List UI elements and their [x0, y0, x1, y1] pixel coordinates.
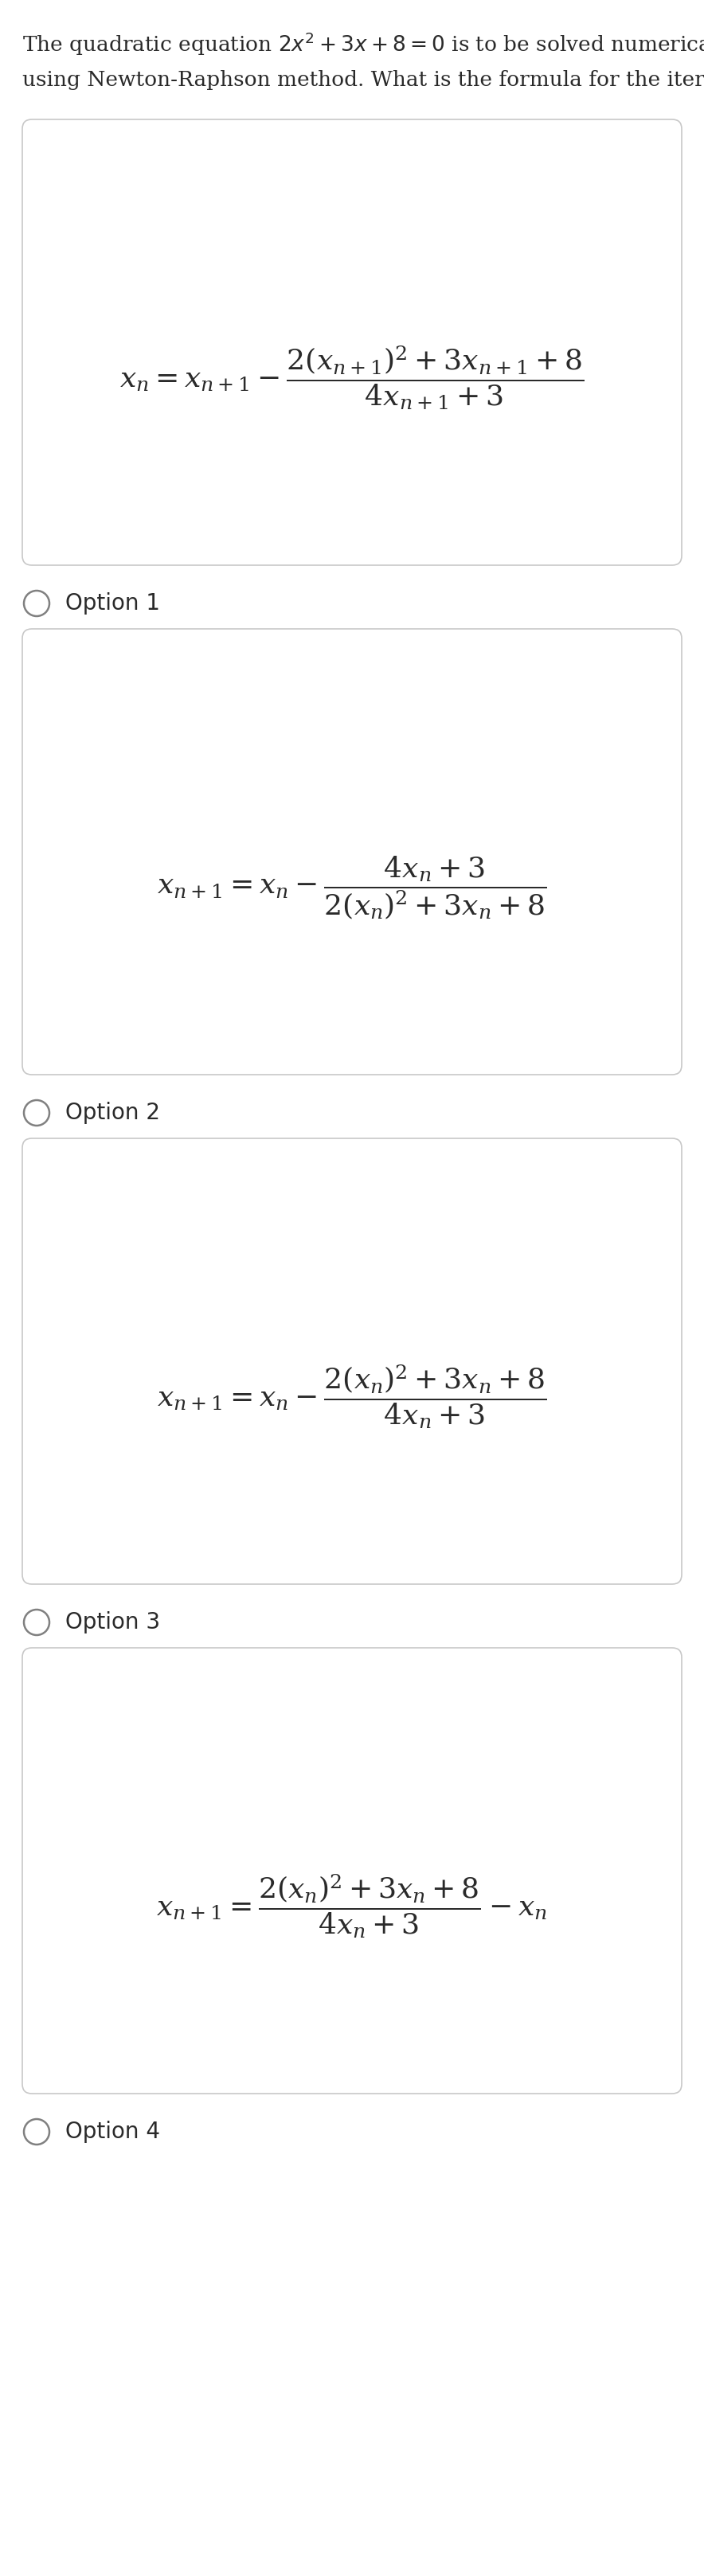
FancyBboxPatch shape — [23, 629, 681, 1074]
Circle shape — [24, 1610, 49, 1636]
Text: Option 2: Option 2 — [65, 1103, 160, 1123]
Text: $x_{n+1} = x_{n} - \dfrac{2\left(x_{n}\right)^{2} + 3x_{n} + 8}{4x_{n} + 3}$: $x_{n+1} = x_{n} - \dfrac{2\left(x_{n}\r… — [157, 1363, 547, 1430]
Text: $x_{n} = x_{n+1} - \dfrac{2\left(x_{n+1}\right)^{2} + 3x_{n+1} + 8}{4x_{n+1} + 3: $x_{n} = x_{n+1} - \dfrac{2\left(x_{n+1}… — [120, 345, 584, 412]
Text: $x_{n+1} = x_{n} - \dfrac{4x_{n} + 3}{2\left(x_{n}\right)^{2} + 3x_{n} + 8}$: $x_{n+1} = x_{n} - \dfrac{4x_{n} + 3}{2\… — [157, 855, 547, 920]
Text: The quadratic equation $2x^2 + 3x + 8 = 0$ is to be solved numerically: The quadratic equation $2x^2 + 3x + 8 = … — [23, 31, 704, 57]
FancyBboxPatch shape — [23, 1139, 681, 1584]
Circle shape — [24, 1100, 49, 1126]
Text: Option 4: Option 4 — [65, 2120, 160, 2143]
Circle shape — [24, 590, 49, 616]
Text: $x_{n+1} = \dfrac{2\left(x_{n}\right)^{2} + 3x_{n} + 8}{4x_{n} + 3} - x_{n}$: $x_{n+1} = \dfrac{2\left(x_{n}\right)^{2… — [156, 1873, 548, 1940]
Text: using Newton-Raphson method. What is the formula for the iteration?: using Newton-Raphson method. What is the… — [23, 70, 704, 90]
Text: Option 1: Option 1 — [65, 592, 160, 616]
FancyBboxPatch shape — [23, 1649, 681, 2094]
Text: Option 3: Option 3 — [65, 1610, 161, 1633]
Circle shape — [24, 2120, 49, 2146]
FancyBboxPatch shape — [23, 118, 681, 564]
